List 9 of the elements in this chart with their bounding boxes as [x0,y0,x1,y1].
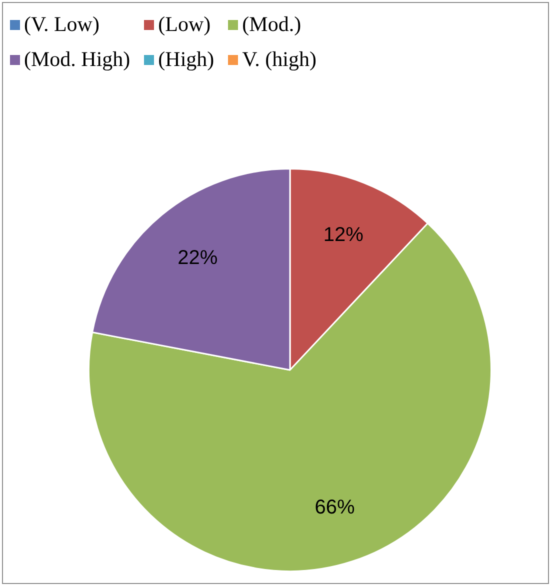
legend-label: (High) [158,47,214,72]
legend-label: V. (high) [242,47,316,72]
legend-label: (Low) [158,12,211,37]
data-label: 12% [323,224,364,246]
legend-label: (Mod.) [242,12,302,37]
data-label: 66% [314,496,356,518]
legend-label: (V. Low) [24,12,100,37]
legend-label: (Mod. High) [24,47,130,72]
data-label: 22% [178,246,218,269]
